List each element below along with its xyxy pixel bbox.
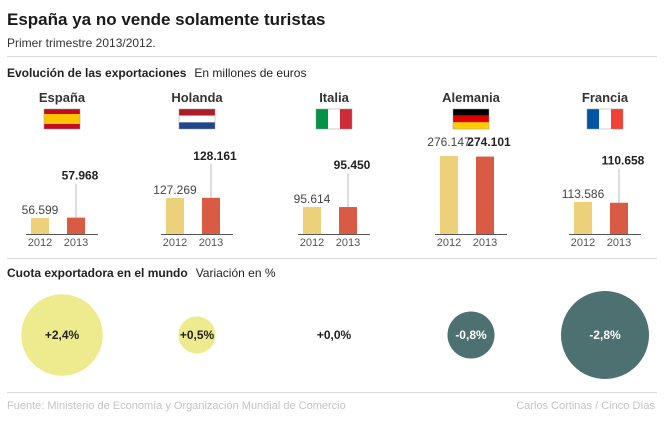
bar-2013-italia [339,207,357,234]
flag-espana-border [43,108,81,130]
flag-espana-stripe-1 [44,109,80,114]
chart-subtitle: Primer trimestre 2013/2012. [7,36,156,50]
share-bubble-francia [561,291,649,379]
value-label-2012-holanda: 127.269 [153,183,197,197]
country-label-alemania: Alemania [442,90,501,105]
bar-2013-holanda [202,197,220,234]
value-label-2012-francia: 113.586 [562,187,605,201]
bar-2012-alemania [440,156,458,234]
year-label-2012-francia: 2012 [571,237,595,249]
flag-holanda-stripe-2 [179,115,215,123]
bar-2012-holanda [166,198,184,234]
flag-italia-border [315,108,353,130]
flag-italia-stripe-2 [328,109,340,129]
flag-francia-stripe-1 [587,109,599,129]
exports-section-title: Evolución de las exportaciones [7,66,187,80]
share-label-espana: +2,4% [45,328,80,342]
flag-francia-stripe-2 [599,109,611,129]
share-bubble-alemania [447,311,495,359]
source-note: Fuente: Ministerio de Economía y Organiz… [7,400,346,412]
share-section-heading: Cuota exportadora en el mundo Variación e… [7,266,276,280]
share-bubble-holanda [178,316,216,354]
flag-espana-stripe-2 [44,114,80,124]
exports-section-unit: En millones de euros [194,66,307,80]
flag-italia-stripe-3 [340,109,352,129]
exports-section-heading: Evolución de las exportaciones En millone… [7,66,306,80]
flag-alemania-stripe-3 [453,122,489,129]
year-label-2012-espana: 2012 [28,237,52,249]
value-label-2013-espana: 57.968 [62,169,99,183]
chart-title: España ya no vende solamente turistas [7,10,326,29]
flag-alemania-stripe-1 [453,109,489,116]
bar-2012-espana [31,218,49,234]
credit-note: Carlos Cortinas / Cinco Días [516,400,655,412]
share-section-unit: Variación en % [195,266,276,280]
flag-alemania-border [452,108,490,130]
year-label-2012-holanda: 2012 [163,237,187,249]
value-label-2012-espana: 56.599 [22,203,59,217]
year-label-2013-francia: 2013 [607,237,631,249]
flag-holanda-stripe-1 [179,109,215,116]
share-section-title: Cuota exportadora en el mundo [7,266,188,280]
country-label-italia: Italia [319,90,349,105]
value-label-2013-holanda: 128.161 [193,149,237,163]
share-bubble-espana [21,294,103,376]
divider-bottom [7,392,657,393]
share-label-francia: -2,8% [589,328,621,342]
country-label-espana: España [39,90,86,105]
country-label-francia: Francia [582,90,629,105]
bar-2013-francia [610,202,628,234]
year-label-2013-espana: 2013 [64,237,88,249]
flag-espana-stripe-3 [44,124,80,129]
flag-francia-stripe-3 [611,109,623,129]
value-label-2013-italia: 95.450 [334,158,371,172]
bar-2012-francia [574,201,592,234]
flag-holanda-border [178,108,216,130]
share-label-holanda: +0,5% [180,328,215,342]
flag-alemania-stripe-2 [453,115,489,123]
value-label-2013-alemania: 274.101 [467,135,511,149]
divider-middle [7,258,657,259]
value-label-2012-italia: 95.614 [294,192,331,206]
country-label-holanda: Holanda [171,90,223,105]
year-label-2013-holanda: 2013 [199,237,223,249]
value-label-2012-alemania: 276.147 [427,135,471,149]
flag-francia-border [586,108,624,130]
flag-italia-stripe-1 [316,109,328,129]
bar-2013-alemania [476,156,494,234]
bar-2012-italia [303,206,321,234]
bar-2013-espana [67,217,85,234]
flag-holanda-stripe-3 [179,122,215,129]
divider-top [7,56,657,57]
share-label-italia: +0,0% [317,328,352,342]
year-label-2012-italia: 2012 [300,237,324,249]
year-label-2013-italia: 2013 [336,237,360,249]
year-label-2013-alemania: 2013 [473,237,497,249]
year-label-2012-alemania: 2012 [437,237,461,249]
value-label-2013-francia: 110.658 [602,154,645,168]
share-label-alemania: -0,8% [455,328,487,342]
